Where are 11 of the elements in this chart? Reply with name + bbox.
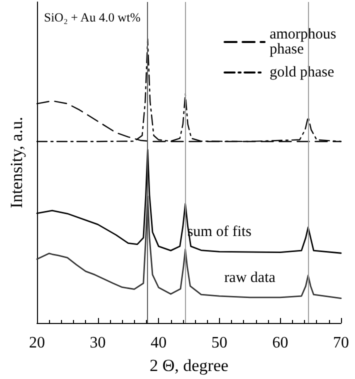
x-tick-label: 70 <box>333 334 349 352</box>
y-axis-title: Intensity, a.u. <box>7 116 26 208</box>
chart-title: SiO₂ + Au 4.0 wt% <box>44 10 140 24</box>
legend-label: amorphous phase <box>270 26 340 58</box>
x-tick-label: 30 <box>90 334 106 352</box>
series-label: raw data <box>224 270 276 286</box>
x-tick-label: 20 <box>29 334 45 352</box>
x-tick-label: 50 <box>211 334 228 352</box>
x-tick-label: 60 <box>272 334 288 352</box>
x-axis-title: 2 Θ, degree <box>150 356 228 375</box>
x-tick-label: 40 <box>150 334 167 352</box>
